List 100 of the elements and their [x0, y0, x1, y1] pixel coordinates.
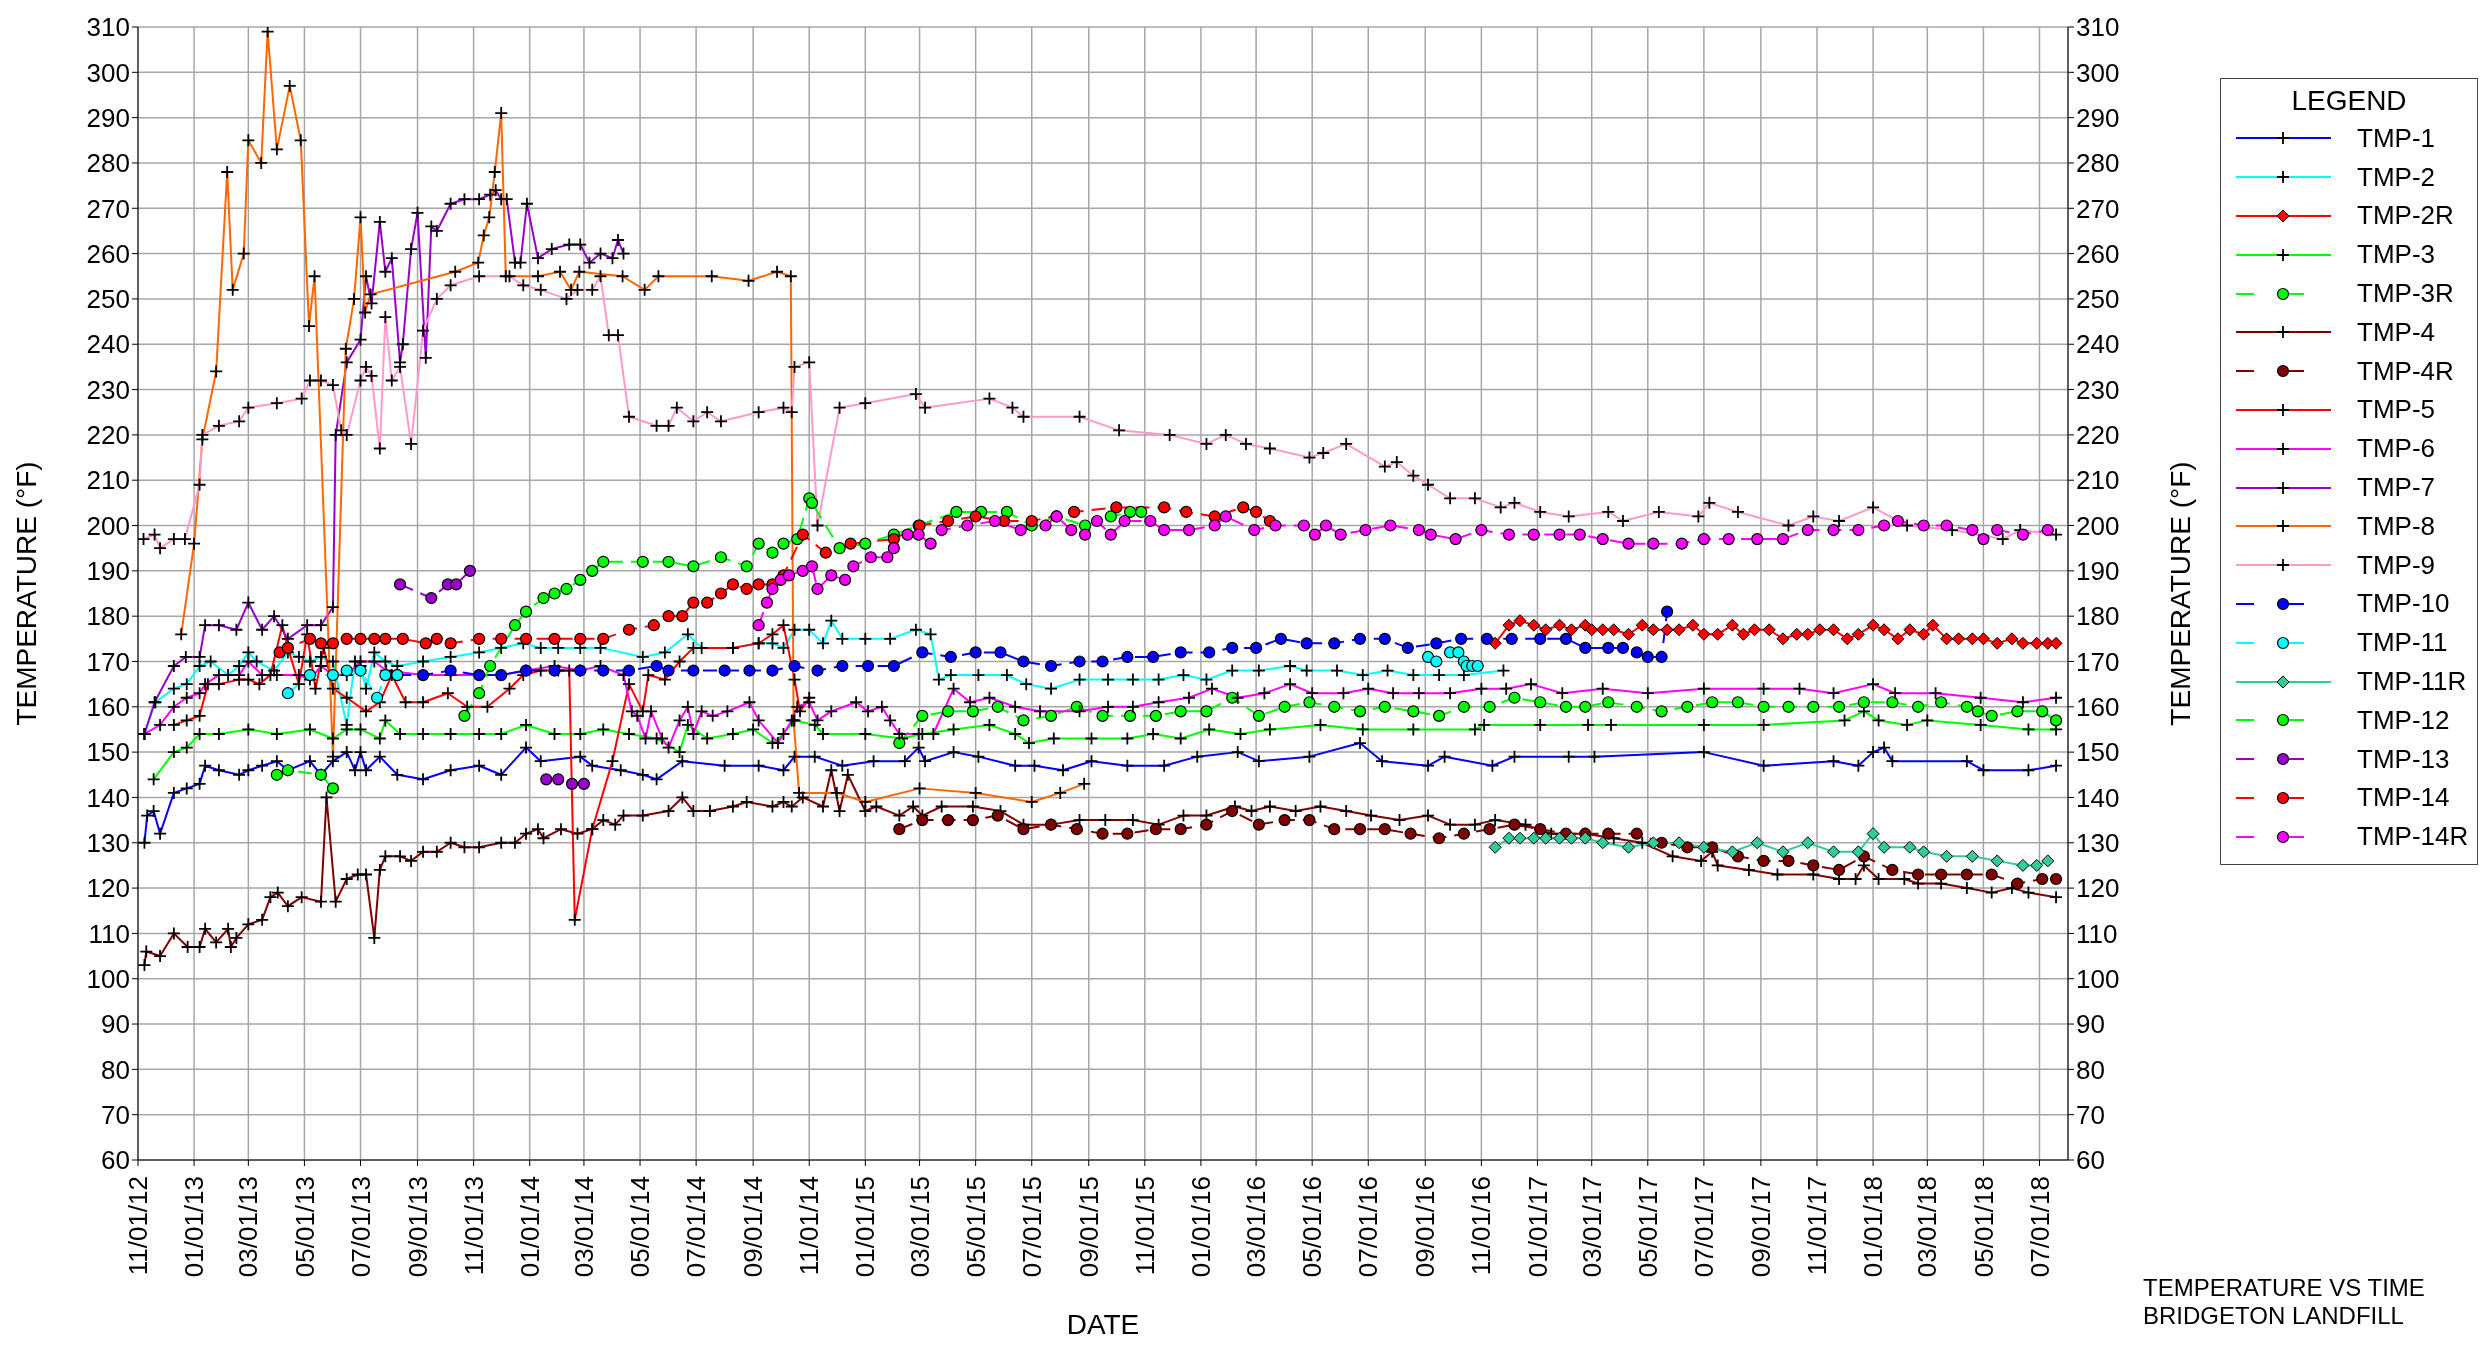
y2-tick-label: 80 — [2076, 1054, 2105, 1085]
y-tick-label: 70 — [101, 1099, 130, 1130]
y-tick-label: 250 — [86, 284, 130, 315]
x-tick-label: 05/01/18 — [1968, 1176, 1999, 1278]
legend-label: TMP-14 — [2357, 782, 2450, 814]
legend-label: TMP-1 — [2357, 122, 2435, 154]
y-tick-label: 270 — [86, 193, 130, 224]
y2-tick-label: 160 — [2076, 692, 2120, 723]
legend-label: TMP-11 — [2357, 627, 2448, 659]
legend-label: TMP-11R — [2357, 666, 2467, 698]
x-tick-label: 05/01/13 — [289, 1176, 320, 1278]
legend-label: TMP-4R — [2357, 355, 2454, 387]
x-tick-label: 03/01/14 — [569, 1176, 600, 1278]
x-tick-label: 01/01/14 — [514, 1176, 545, 1278]
y2-tick-label: 210 — [2076, 465, 2120, 496]
y-tick-label: 80 — [101, 1054, 130, 1085]
x-tick-label: 01/01/18 — [1858, 1176, 1889, 1278]
legend-label: TMP-9 — [2357, 549, 2435, 581]
x-tick-label: 11/01/15 — [1129, 1176, 1160, 1276]
x-tick-label: 11/01/17 — [1802, 1176, 1833, 1276]
y2-axis-title: TEMPERATURE (°F) — [2164, 461, 2196, 726]
y-tick-label: 160 — [86, 692, 130, 723]
x-tick-label: 03/01/15 — [904, 1176, 935, 1278]
y-tick-label: 290 — [86, 102, 130, 133]
y-tick-label: 280 — [86, 148, 130, 179]
y-tick-label: 170 — [86, 646, 130, 677]
x-tick-label: 03/01/16 — [1241, 1176, 1272, 1278]
x-tick-label: 01/01/16 — [1186, 1176, 1217, 1278]
y2-tick-label: 190 — [2076, 556, 2120, 587]
y2-tick-label: 310 — [2076, 12, 2120, 43]
y-tick-label: 220 — [86, 420, 130, 451]
legend-title: LEGEND — [2290, 85, 2408, 117]
y2-tick-label: 270 — [2076, 193, 2120, 224]
x-tick-label: 05/01/16 — [1297, 1176, 1328, 1278]
y-tick-label: 90 — [101, 1009, 130, 1040]
x-tick-label: 07/01/16 — [1353, 1176, 1384, 1278]
x-tick-label: 11/01/16 — [1466, 1176, 1497, 1276]
legend-label: TMP-3R — [2357, 278, 2454, 310]
x-tick-label: 05/01/17 — [1632, 1176, 1663, 1278]
legend-label: TMP-14R — [2357, 821, 2469, 853]
legend-label: TMP-2R — [2357, 200, 2454, 232]
y-tick-label: 140 — [86, 782, 130, 813]
x-tick-label: 03/01/18 — [1912, 1176, 1943, 1278]
legend-label: TMP-4 — [2357, 316, 2435, 348]
y2-tick-label: 250 — [2076, 284, 2120, 315]
y2-tick-label: 120 — [2076, 873, 2120, 904]
x-tick-label: 03/01/13 — [233, 1176, 264, 1278]
y-tick-label: 230 — [86, 374, 130, 405]
legend-label: TMP-10 — [2357, 588, 2450, 620]
y2-tick-label: 180 — [2076, 601, 2120, 632]
legend-label: TMP-13 — [2357, 743, 2450, 775]
x-tick-label: 09/01/13 — [402, 1176, 433, 1278]
x-tick-label: 09/01/17 — [1745, 1176, 1776, 1278]
x-tick-label: 07/01/17 — [1688, 1176, 1719, 1278]
x-tick-label: 05/01/15 — [960, 1176, 991, 1278]
y2-tick-label: 170 — [2076, 646, 2120, 677]
y2-tick-label: 110 — [2076, 918, 2118, 949]
legend-label: TMP-5 — [2357, 394, 2435, 426]
x-tick-label: 09/01/14 — [738, 1176, 769, 1278]
y-tick-label: 60 — [101, 1145, 130, 1176]
x-axis-title: DATE — [1066, 1309, 1140, 1340]
x-tick-label: 07/01/15 — [1016, 1176, 1047, 1278]
legend-label: TMP-6 — [2357, 433, 2435, 465]
y2-tick-label: 280 — [2076, 148, 2120, 179]
y-tick-label: 310 — [86, 12, 130, 43]
x-tick-label: 09/01/15 — [1073, 1176, 1104, 1278]
y-axis-title: TEMPERATURE (°F) — [10, 461, 42, 726]
y2-tick-label: 150 — [2076, 737, 2120, 768]
y-tick-label: 200 — [86, 510, 130, 541]
y2-tick-label: 240 — [2076, 329, 2120, 360]
legend-label: TMP-7 — [2357, 472, 2435, 504]
x-tick-label: 07/01/18 — [2024, 1176, 2055, 1278]
y-tick-label: 110 — [88, 918, 130, 949]
y-tick-label: 130 — [86, 827, 130, 858]
y2-tick-label: 100 — [2076, 963, 2120, 994]
x-tick-label: 01/01/13 — [179, 1176, 210, 1278]
x-tick-label: 07/01/14 — [681, 1176, 712, 1278]
x-tick-label: 01/01/15 — [850, 1176, 881, 1278]
legend-label: TMP-2 — [2357, 161, 2435, 193]
y-tick-label: 180 — [86, 601, 130, 632]
y2-tick-label: 90 — [2076, 1009, 2105, 1040]
y-tick-label: 260 — [86, 238, 130, 269]
x-tick-label: 01/01/17 — [1522, 1176, 1553, 1278]
legend-label: TMP-3 — [2357, 239, 2435, 271]
legend-label: TMP-8 — [2357, 510, 2435, 542]
x-tick-label: 11/01/12 — [123, 1176, 154, 1276]
y-tick-label: 300 — [86, 57, 130, 88]
x-tick-label: 03/01/17 — [1576, 1176, 1607, 1278]
y2-tick-label: 290 — [2076, 102, 2120, 133]
x-tick-label: 09/01/16 — [1410, 1176, 1441, 1278]
y-tick-label: 100 — [86, 963, 130, 994]
x-tick-label: 11/01/14 — [794, 1176, 825, 1276]
y2-tick-label: 200 — [2076, 510, 2120, 541]
y-tick-label: 240 — [86, 329, 130, 360]
y2-tick-label: 60 — [2076, 1145, 2105, 1176]
y-tick-label: 190 — [86, 556, 130, 587]
legend-label: TMP-12 — [2357, 704, 2450, 736]
y2-tick-label: 130 — [2076, 827, 2120, 858]
x-tick-label: 05/01/14 — [625, 1176, 656, 1278]
y2-tick-label: 220 — [2076, 420, 2120, 451]
